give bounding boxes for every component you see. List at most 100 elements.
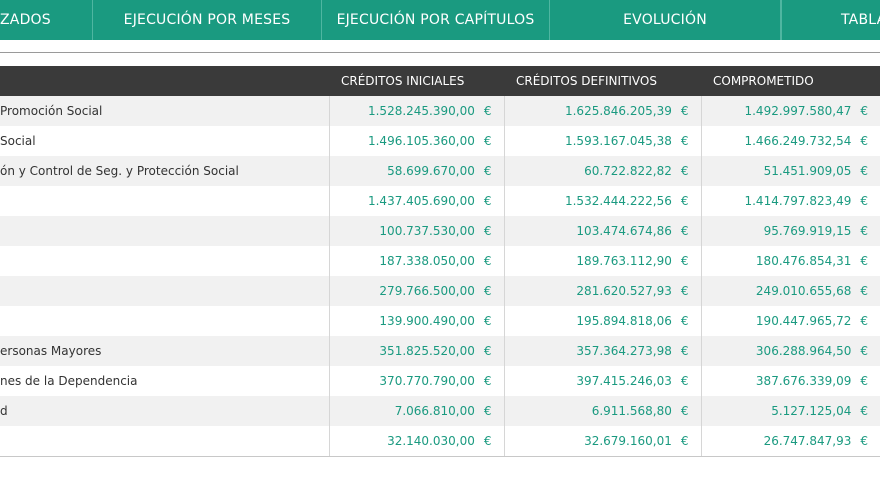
cell-value: 1.625.846.205,39: [564, 104, 672, 118]
cell-creditos-definitivos: 195.894.818,06 €: [503, 306, 701, 336]
currency-symbol: €: [680, 224, 689, 238]
currency-symbol: €: [860, 374, 868, 388]
cell-value: 357.364.273,98: [576, 344, 672, 358]
currency-symbol: €: [680, 434, 689, 448]
currency-symbol: €: [680, 134, 689, 148]
currency-symbol: €: [483, 344, 492, 358]
table-row[interactable]: nes de la Dependencia 370.770.790,00 €397.…: [0, 366, 880, 396]
table-row[interactable]: Social 1.496.105.360,00 €1.593.167.045,38 €…: [0, 126, 880, 156]
row-label: [0, 216, 329, 246]
tab-tabla[interactable]: TABLA: [781, 0, 880, 40]
currency-symbol: €: [680, 404, 689, 418]
row-label: [0, 276, 329, 306]
tab-ejecucion-por-meses[interactable]: EJECUCIÓN POR MESES: [93, 0, 322, 40]
table-row[interactable]: ón y Control de Seg. y Protección Social…: [0, 156, 880, 186]
table-row[interactable]: 187.338.050,00 €189.763.112,90 € 180.476.85…: [0, 246, 880, 276]
table-header-row: CRÉDITOS INICIALES CRÉDITOS DEFINITIVOS …: [0, 66, 880, 96]
currency-symbol: €: [860, 344, 868, 358]
cell-creditos-iniciales: 32.140.030,00 €: [328, 426, 504, 457]
cell-value: 95.769.919,15: [763, 224, 852, 238]
cell-creditos-iniciales: 139.900.490,00 €: [328, 306, 504, 336]
currency-symbol: €: [860, 404, 868, 418]
currency-symbol: €: [680, 254, 689, 268]
cell-value: 351.825.520,00: [379, 344, 475, 358]
currency-symbol: €: [483, 284, 492, 298]
header-creditos-iniciales[interactable]: CRÉDITOS INICIALES: [329, 66, 504, 96]
row-label: Promoción Social: [0, 96, 329, 126]
cell-value: 32.679.160,01: [584, 434, 672, 448]
cell-value: 180.476.854,31: [755, 254, 852, 268]
currency-symbol: €: [860, 434, 868, 448]
cell-comprometido: 1.414.797.823,49 €: [700, 186, 880, 216]
budget-table: CRÉDITOS INICIALES CRÉDITOS DEFINITIVOS …: [0, 66, 880, 457]
nav-divider: [0, 40, 880, 53]
table-row[interactable]: 1.437.405.690,00 €1.532.444.222,56 €1.414.…: [0, 186, 880, 216]
cell-creditos-definitivos: 1.593.167.045,38 €: [503, 126, 701, 156]
table-row[interactable]: Promoción Social 1.528.245.390,00 €1.625.8…: [0, 96, 880, 126]
currency-symbol: €: [860, 134, 868, 148]
cell-comprometido: 249.010.655,68 €: [700, 276, 880, 306]
currency-symbol: €: [680, 194, 689, 208]
cell-value: 279.766.500,00: [379, 284, 475, 298]
row-label: [0, 186, 329, 216]
cell-value: 1.528.245.390,00: [367, 104, 475, 118]
cell-creditos-definitivos: 6.911.568,80 €: [503, 396, 701, 426]
cell-creditos-iniciales: 279.766.500,00 €: [328, 276, 504, 306]
table-row[interactable]: 279.766.500,00 €281.620.527,93 €249.010.65…: [0, 276, 880, 306]
tab-evolucion[interactable]: EVOLUCIÓN: [550, 0, 781, 40]
row-label: [0, 426, 329, 457]
currency-symbol: €: [680, 314, 689, 328]
cell-creditos-definitivos: 189.763.112,90 €: [503, 246, 701, 276]
cell-value: 1.466.249.732,54: [744, 134, 852, 148]
currency-symbol: €: [483, 254, 492, 268]
cell-value: 100.737.530,00: [379, 224, 475, 238]
cell-value: 249.010.655,68: [755, 284, 852, 298]
currency-symbol: €: [860, 254, 868, 268]
cell-creditos-definitivos: 1.532.444.222,56 €: [503, 186, 701, 216]
cell-value: 281.620.527,93: [576, 284, 672, 298]
currency-symbol: €: [483, 194, 492, 208]
tab-ejecucion-por-capitulos[interactable]: EJECUCIÓN POR CAPÍTULOS: [322, 0, 550, 40]
cell-creditos-iniciales: 1.496.105.360,00 €: [328, 126, 504, 156]
table-row[interactable]: 139.900.490,00 €195.894.818,06 € 190.447.96…: [0, 306, 880, 336]
currency-symbol: €: [860, 194, 868, 208]
cell-comprometido: 387.676.339,09 €: [700, 366, 880, 396]
currency-symbol: €: [680, 344, 689, 358]
table-row[interactable]: 100.737.530,00 €103.474.674,86 €95.769.919…: [0, 216, 880, 246]
cell-value: 370.770.790,00: [379, 374, 475, 388]
header-comprometido[interactable]: COMPROMETIDO: [701, 66, 880, 96]
cell-creditos-iniciales: 1.528.245.390,00 €: [328, 96, 504, 126]
cell-value: 1.437.405.690,00: [367, 194, 475, 208]
tab-realizados[interactable]: ZADOS: [0, 0, 93, 40]
cell-value: 187.338.050,00: [379, 254, 475, 268]
currency-symbol: €: [483, 104, 492, 118]
cell-creditos-definitivos: 357.364.273,98 €: [503, 336, 701, 366]
cell-comprometido: 51.451.909,05 €: [700, 156, 880, 186]
cell-value: 397.415.246,03: [576, 374, 672, 388]
row-label: d: [0, 396, 329, 426]
currency-symbol: €: [860, 314, 868, 328]
header-creditos-definitivos[interactable]: CRÉDITOS DEFINITIVOS: [504, 66, 701, 96]
cell-creditos-definitivos: 1.625.846.205,39 €: [503, 96, 701, 126]
cell-comprometido: 26.747.847,93 €: [700, 426, 880, 457]
currency-symbol: €: [860, 164, 868, 178]
cell-value: 32.140.030,00: [387, 434, 475, 448]
cell-value: 60.722.822,82: [584, 164, 672, 178]
table-row[interactable]: 32.140.030,00 €32.679.160,01 €26.747.847,9…: [0, 426, 880, 457]
cell-creditos-iniciales: 187.338.050,00 €: [328, 246, 504, 276]
cell-comprometido: 5.127.125,04 €: [700, 396, 880, 426]
cell-value: 1.492.997.580,47: [744, 104, 852, 118]
cell-value: 1.496.105.360,00: [367, 134, 475, 148]
cell-creditos-definitivos: 281.620.527,93 €: [503, 276, 701, 306]
cell-value: 190.447.965,72: [755, 314, 852, 328]
cell-comprometido: 95.769.919,15 €: [700, 216, 880, 246]
row-label: ersonas Mayores: [0, 336, 329, 366]
currency-symbol: €: [483, 404, 492, 418]
row-label: nes de la Dependencia: [0, 366, 329, 396]
cell-value: 103.474.674,86: [576, 224, 672, 238]
table-row[interactable]: ersonas Mayores 351.825.520,00 €357.364.27…: [0, 336, 880, 366]
table-row[interactable]: d 7.066.810,00 €6.911.568,80 €5.127.125,04 €: [0, 396, 880, 426]
row-label: Social: [0, 126, 329, 156]
row-label: [0, 246, 329, 276]
currency-symbol: €: [483, 434, 492, 448]
